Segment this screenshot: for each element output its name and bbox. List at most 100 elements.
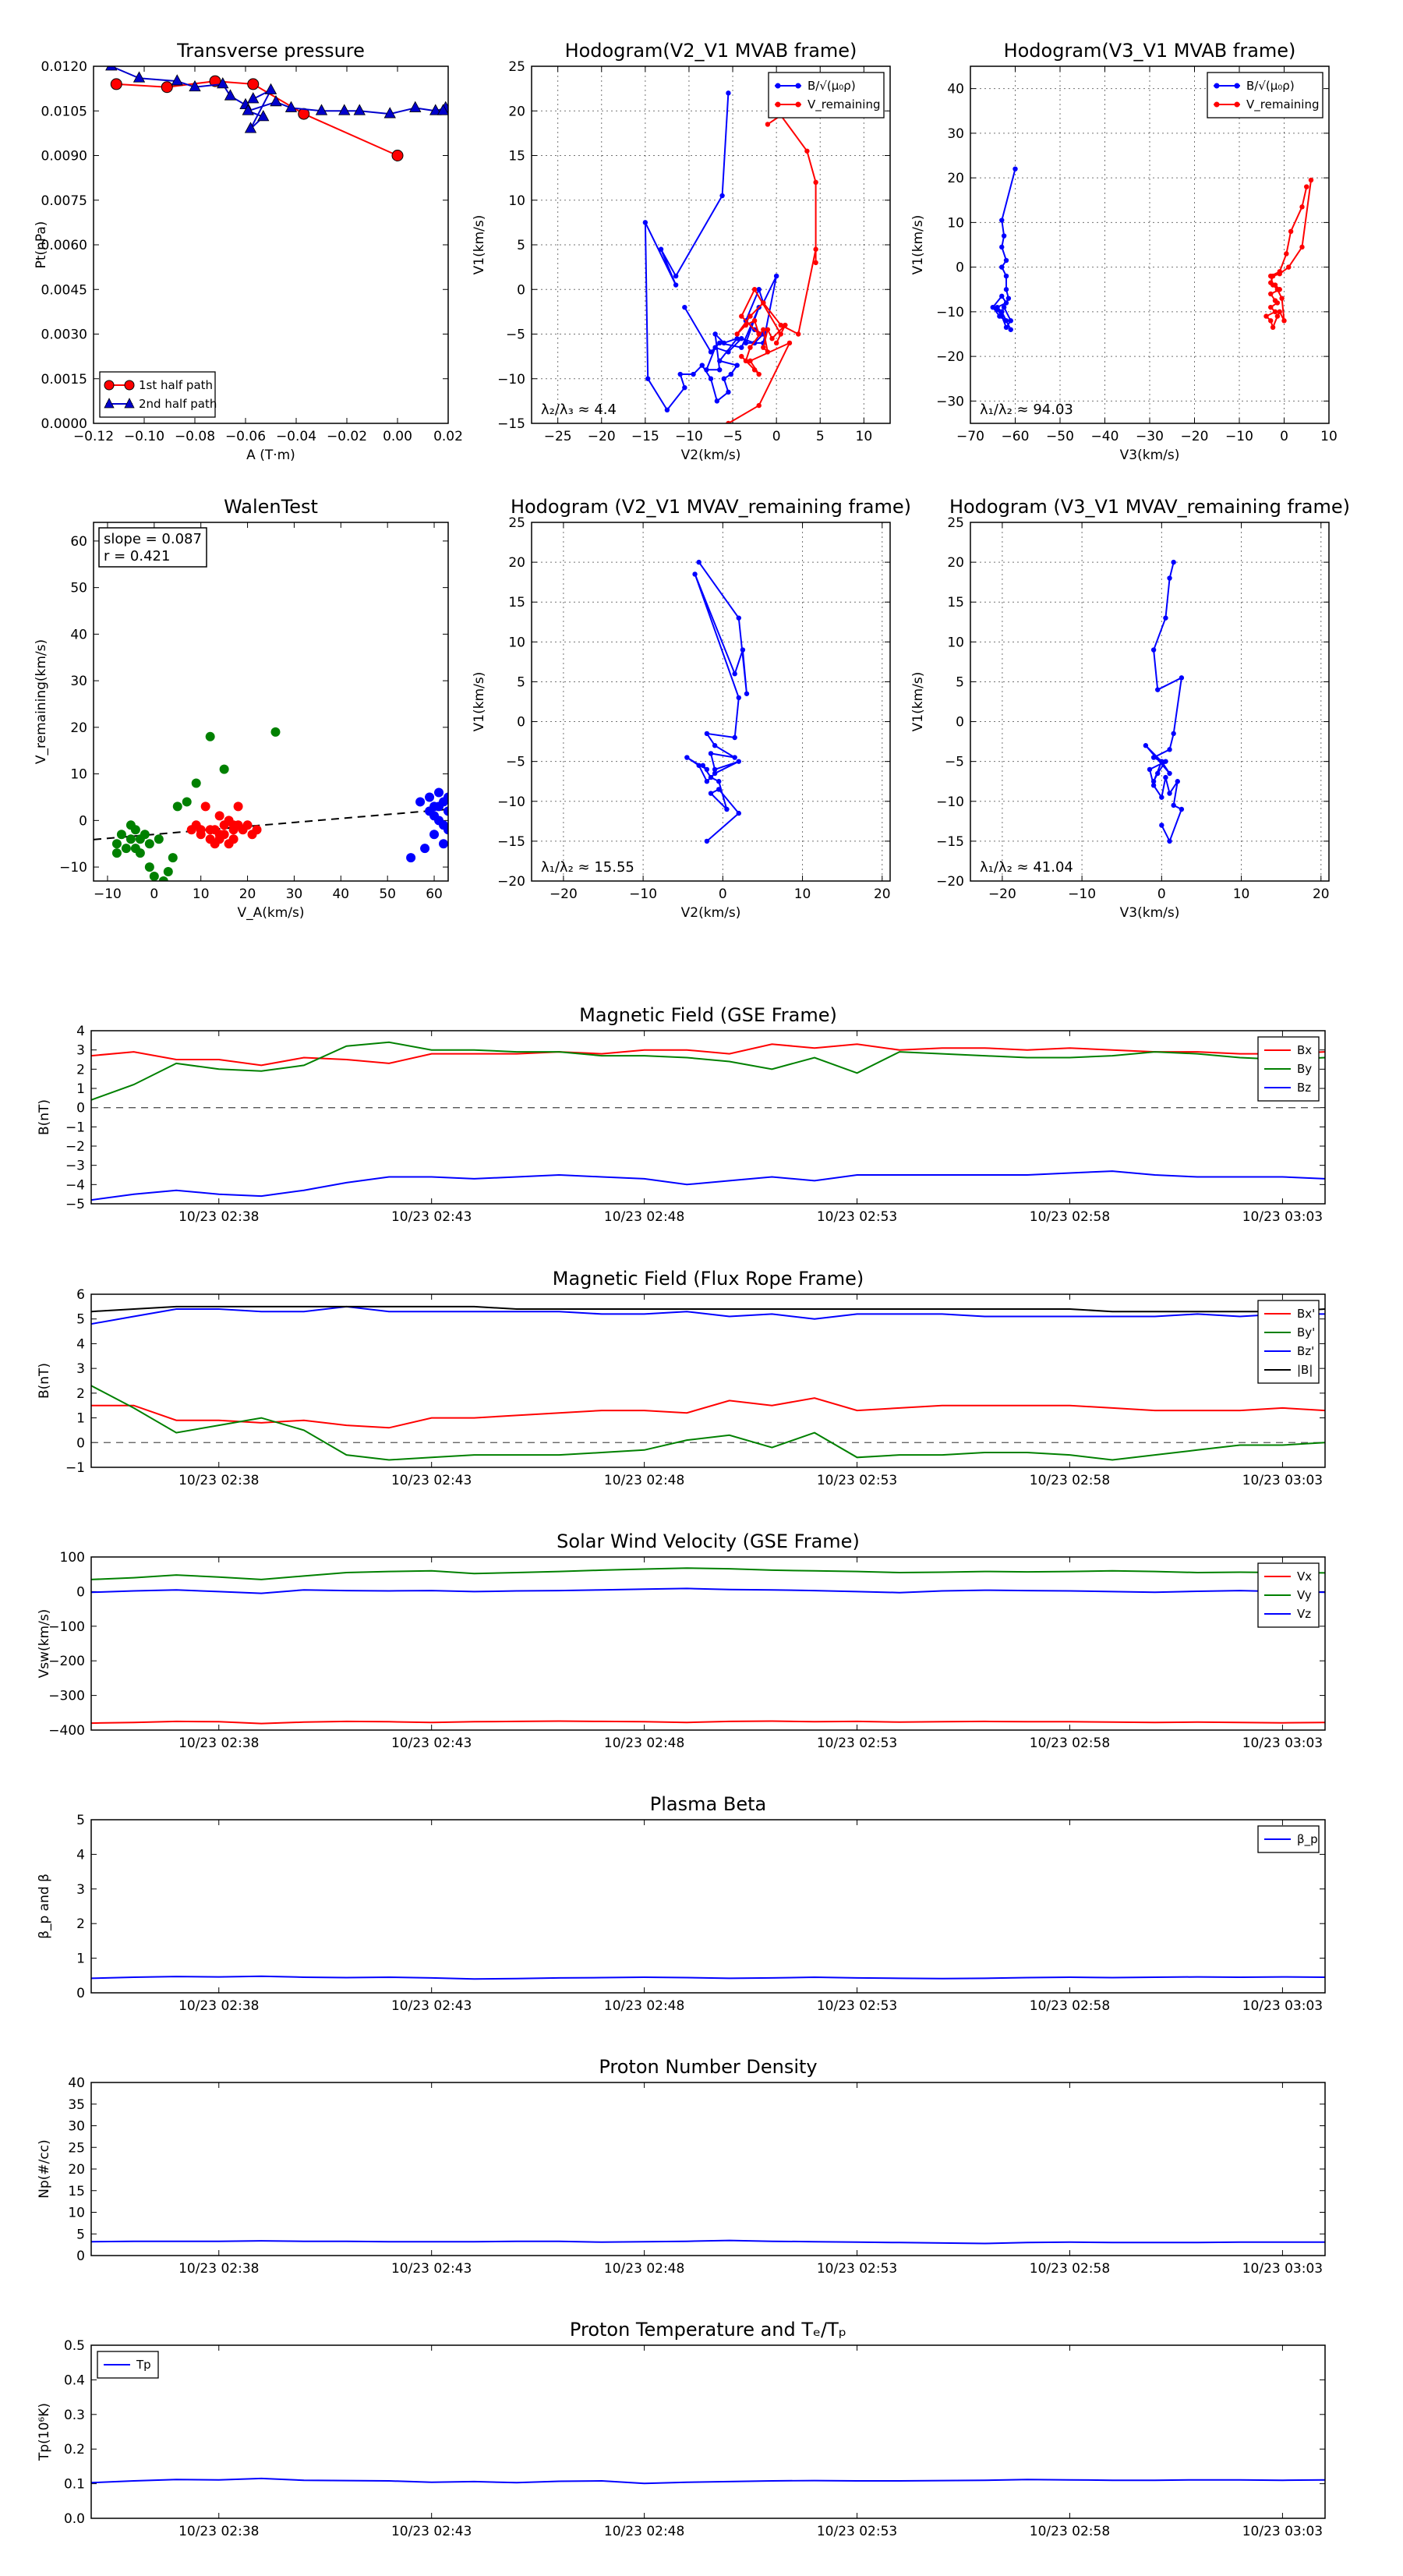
data-point — [284, 101, 298, 112]
data-point — [739, 336, 744, 341]
data-point — [1286, 264, 1292, 270]
y-tick-label: 0.5 — [64, 2338, 85, 2354]
y-axis-label: β_p and β — [37, 1874, 52, 1939]
data-point — [761, 300, 766, 306]
x-tick-label: 10/23 02:43 — [391, 2524, 472, 2539]
solar-wind-velocity-chart: Solar Wind Velocity (GSE Frame) 10/23 02:… — [37, 1530, 1326, 1751]
data-point — [1175, 779, 1180, 784]
data-point — [1167, 770, 1172, 777]
y-tick-label: −10 — [497, 372, 525, 387]
series-0 — [111, 727, 281, 881]
data-point — [751, 287, 758, 292]
data-point — [1274, 287, 1281, 292]
y-tick-label: −15 — [497, 416, 525, 432]
series-vz — [91, 1587, 1325, 1594]
y-tick-label: −300 — [48, 1689, 85, 1704]
data-point — [704, 731, 710, 737]
plot-area — [684, 559, 750, 844]
data-point — [813, 260, 818, 266]
data-point — [743, 340, 749, 346]
data-point — [999, 309, 1005, 315]
data-point — [110, 78, 122, 90]
y-axis-label: V1(km/s) — [910, 672, 926, 732]
y-tick-label: 5 — [76, 1312, 85, 1328]
y-tick-label: 40 — [70, 627, 87, 642]
y-tick-label: 0 — [76, 1986, 85, 2001]
data-point — [1263, 313, 1269, 319]
legend-marker — [775, 83, 781, 89]
x-tick-label: 10/23 02:38 — [178, 1736, 259, 1751]
x-tick-label: 10/23 02:43 — [391, 1473, 472, 1488]
data-point — [105, 66, 118, 71]
series-line — [91, 1170, 1325, 1201]
legend-label: V_remaining — [808, 97, 881, 112]
data-point — [242, 104, 254, 115]
annotation: λ₁/λ₂ ≈ 15.55 — [541, 859, 634, 876]
data-point — [133, 71, 146, 83]
x-tick-label: 30 — [286, 886, 303, 902]
magnetic-field-gse-chart: Magnetic Field (GSE Frame) 10/23 02:38 10/… — [37, 1004, 1326, 1225]
data-point — [429, 104, 442, 115]
chart-title: Magnetic Field (Flux Rope Frame) — [553, 1268, 864, 1290]
data-point — [191, 778, 201, 788]
x-tick-label: 10/23 02:48 — [604, 2524, 684, 2539]
data-point — [717, 340, 723, 346]
x-tick-label: 10/23 02:43 — [391, 1736, 472, 1751]
data-point — [761, 327, 766, 332]
data-point — [420, 844, 430, 854]
data-point — [1159, 794, 1164, 800]
series-line — [91, 1975, 1325, 1980]
data-point — [121, 844, 131, 854]
y-tick-label: −5 — [506, 327, 525, 343]
x-tick-label: 10/23 02:48 — [604, 1736, 684, 1751]
y-axis-label: V_remaining(km/s) — [34, 639, 49, 764]
data-point — [1143, 743, 1149, 748]
series-2nd-half-path — [105, 66, 448, 133]
y-tick-label: 2 — [76, 1386, 85, 1402]
hodogram-v2-v1-mvab-chart: Hodogram(V2_V1 MVAB frame) −25 −20 −15 −10 −5… — [472, 40, 891, 463]
data-point — [736, 695, 741, 701]
series-2 — [406, 787, 448, 863]
chart-title: Proton Number Density — [599, 2056, 817, 2078]
y-tick-label: 0 — [76, 1101, 85, 1116]
x-tick-label: −25 — [544, 429, 572, 444]
data-point — [1304, 184, 1309, 189]
data-point — [252, 825, 262, 835]
series-0 — [91, 2239, 1325, 2245]
x-axis-label: V3(km/s) — [1120, 448, 1180, 463]
data-point — [140, 830, 150, 840]
y-tick-label: −2 — [65, 1139, 85, 1155]
series-b- — [642, 90, 779, 413]
y-tick-label: 30 — [70, 674, 87, 689]
y-tick-label: 0 — [79, 813, 87, 829]
data-point — [1003, 257, 1009, 264]
y-tick-label: 4 — [76, 1336, 85, 1352]
y-tick-label: 1 — [76, 1081, 85, 1097]
x-tick-label: 10/23 02:38 — [178, 2261, 259, 2277]
data-point — [149, 872, 159, 881]
x-tick-label: 20 — [874, 886, 891, 902]
data-point — [1012, 166, 1018, 172]
series-bz — [91, 1170, 1325, 1201]
data-point — [704, 367, 709, 373]
y-tick-label: 0.0045 — [41, 282, 87, 298]
legend-label: Vx — [1297, 1569, 1312, 1583]
data-point — [708, 376, 714, 381]
y-tick-label: 0.2 — [64, 2442, 85, 2457]
legend-box — [99, 371, 216, 418]
y-tick-label: 20 — [68, 2162, 85, 2178]
series-line — [91, 1305, 1325, 1313]
data-point — [429, 811, 440, 821]
y-tick-label: 25 — [68, 2140, 85, 2156]
data-point — [409, 101, 422, 112]
data-point — [200, 801, 210, 812]
data-point — [444, 792, 448, 802]
y-tick-label: −3 — [65, 1159, 85, 1174]
chart-title: Plasma Beta — [650, 1793, 766, 1815]
data-point — [1179, 806, 1185, 812]
data-point — [696, 763, 702, 768]
data-point — [786, 340, 793, 346]
x-tick-label: 10 — [1233, 886, 1250, 902]
x-tick-label: 50 — [379, 886, 396, 902]
data-point — [1279, 295, 1285, 301]
